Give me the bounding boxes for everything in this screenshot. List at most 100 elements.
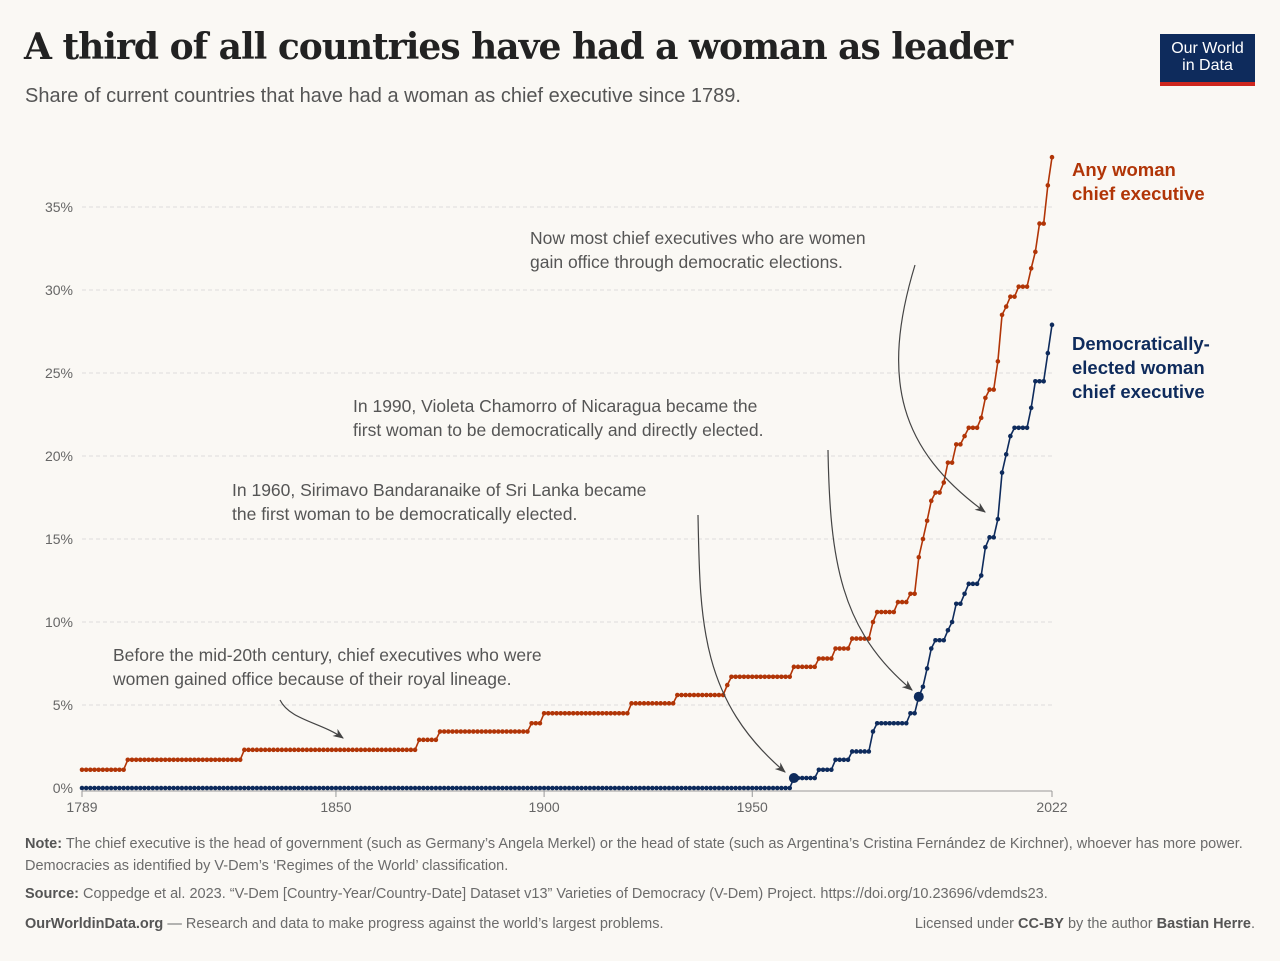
data-point[interactable] bbox=[262, 785, 268, 791]
data-point[interactable] bbox=[508, 785, 514, 791]
data-point[interactable] bbox=[675, 692, 680, 698]
data-point[interactable] bbox=[396, 785, 401, 791]
data-point[interactable] bbox=[225, 785, 231, 791]
data-point[interactable] bbox=[879, 720, 884, 726]
data-point[interactable] bbox=[779, 674, 784, 680]
data-point[interactable] bbox=[858, 749, 863, 754]
data-point[interactable] bbox=[708, 692, 713, 698]
data-point[interactable] bbox=[108, 767, 114, 773]
data-point[interactable] bbox=[520, 785, 526, 791]
data-point[interactable] bbox=[633, 701, 638, 706]
data-point[interactable] bbox=[541, 785, 547, 791]
data-point[interactable] bbox=[883, 720, 888, 726]
data-point[interactable] bbox=[441, 785, 447, 791]
data-point[interactable] bbox=[799, 664, 805, 670]
data-point[interactable] bbox=[612, 711, 618, 716]
data-point[interactable] bbox=[504, 729, 509, 734]
data-point[interactable] bbox=[770, 785, 776, 791]
data-point[interactable] bbox=[724, 785, 730, 791]
data-point[interactable] bbox=[683, 785, 688, 791]
data-point[interactable] bbox=[1049, 154, 1055, 160]
data-point[interactable] bbox=[974, 581, 980, 587]
data-point[interactable] bbox=[687, 785, 693, 791]
data-point[interactable] bbox=[829, 767, 834, 773]
data-point[interactable] bbox=[758, 785, 763, 791]
data-point[interactable] bbox=[475, 785, 480, 791]
data-point[interactable] bbox=[208, 785, 214, 791]
data-point[interactable] bbox=[533, 785, 539, 791]
data-point[interactable] bbox=[874, 609, 880, 615]
data-point[interactable] bbox=[520, 729, 526, 734]
data-point[interactable] bbox=[383, 747, 389, 753]
data-point[interactable] bbox=[88, 767, 93, 773]
data-point[interactable] bbox=[558, 785, 564, 791]
data-point[interactable] bbox=[704, 692, 709, 698]
data-point[interactable] bbox=[229, 785, 235, 791]
data-point[interactable] bbox=[920, 684, 926, 690]
data-point[interactable] bbox=[970, 581, 976, 587]
data-point[interactable] bbox=[562, 785, 568, 791]
data-point[interactable] bbox=[945, 460, 951, 465]
data-point[interactable] bbox=[729, 674, 734, 680]
data-point[interactable] bbox=[899, 599, 905, 605]
data-point[interactable] bbox=[587, 711, 593, 716]
data-point[interactable] bbox=[279, 747, 285, 753]
data-point[interactable] bbox=[783, 674, 788, 680]
data-point[interactable] bbox=[275, 747, 280, 753]
data-point[interactable] bbox=[895, 599, 901, 605]
data-point[interactable] bbox=[250, 785, 255, 791]
data-point[interactable] bbox=[675, 785, 680, 791]
data-point[interactable] bbox=[354, 747, 360, 753]
data-point[interactable] bbox=[412, 785, 418, 791]
highlight-point[interactable] bbox=[788, 773, 799, 784]
data-point[interactable] bbox=[192, 757, 197, 763]
data-point[interactable] bbox=[804, 664, 809, 670]
data-point[interactable] bbox=[604, 785, 609, 791]
data-point[interactable] bbox=[179, 757, 185, 763]
data-point[interactable] bbox=[554, 785, 559, 791]
data-point[interactable] bbox=[604, 711, 609, 716]
data-point[interactable] bbox=[870, 729, 876, 734]
data-point[interactable] bbox=[641, 701, 647, 706]
data-point[interactable] bbox=[429, 737, 434, 743]
data-point[interactable] bbox=[333, 747, 339, 753]
data-point[interactable] bbox=[217, 757, 222, 763]
data-point[interactable] bbox=[1045, 183, 1051, 188]
data-point[interactable] bbox=[978, 573, 984, 578]
data-point[interactable] bbox=[300, 785, 305, 791]
data-point[interactable] bbox=[733, 785, 738, 791]
data-point[interactable] bbox=[928, 498, 934, 504]
data-point[interactable] bbox=[437, 785, 443, 791]
data-point[interactable] bbox=[333, 785, 339, 791]
data-point[interactable] bbox=[933, 490, 938, 495]
data-point[interactable] bbox=[471, 785, 476, 791]
data-point[interactable] bbox=[187, 757, 193, 763]
data-point[interactable] bbox=[404, 747, 410, 753]
data-point[interactable] bbox=[171, 785, 176, 791]
data-point[interactable] bbox=[312, 747, 318, 753]
data-point[interactable] bbox=[879, 609, 884, 615]
data-point[interactable] bbox=[79, 785, 85, 791]
data-point[interactable] bbox=[242, 747, 247, 753]
data-point[interactable] bbox=[978, 415, 984, 421]
data-point[interactable] bbox=[275, 785, 280, 791]
data-point[interactable] bbox=[962, 433, 967, 439]
data-point[interactable] bbox=[833, 757, 838, 763]
data-point[interactable] bbox=[558, 711, 564, 716]
data-point[interactable] bbox=[608, 785, 614, 791]
data-point[interactable] bbox=[375, 785, 380, 791]
data-point[interactable] bbox=[745, 785, 751, 791]
data-point[interactable] bbox=[854, 636, 859, 641]
data-point[interactable] bbox=[246, 747, 251, 753]
data-point[interactable] bbox=[212, 785, 218, 791]
data-point[interactable] bbox=[662, 701, 668, 706]
data-point[interactable] bbox=[654, 785, 659, 791]
data-point[interactable] bbox=[204, 785, 210, 791]
data-point[interactable] bbox=[658, 785, 663, 791]
data-point[interactable] bbox=[908, 591, 913, 597]
data-point[interactable] bbox=[237, 785, 243, 791]
data-point[interactable] bbox=[749, 785, 755, 791]
data-point[interactable] bbox=[262, 747, 268, 753]
data-point[interactable] bbox=[196, 785, 201, 791]
data-point[interactable] bbox=[666, 701, 672, 706]
